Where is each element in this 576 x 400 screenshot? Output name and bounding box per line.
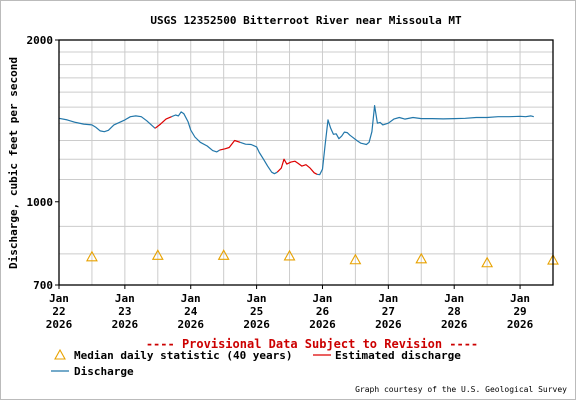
x-tick-label: 2026 [441, 318, 468, 331]
x-tick-label: 29 [513, 305, 526, 318]
legend-estimated-label: Estimated discharge [335, 349, 461, 362]
x-tick-label: 2026 [177, 318, 204, 331]
x-tick-label: 2026 [309, 318, 336, 331]
x-tick-label: Jan [313, 292, 333, 305]
x-tick-label: Jan [510, 292, 530, 305]
x-tick-label: Jan [247, 292, 267, 305]
axis-labels: 70010002000Jan222026Jan232026Jan242026Ja… [27, 34, 554, 331]
x-tick-label: 2026 [243, 318, 270, 331]
credit-text: Graph courtesy of the U.S. Geological Su… [355, 385, 567, 394]
series-layer [58, 104, 534, 176]
x-tick-label: 2026 [375, 318, 402, 331]
median-marker [151, 249, 164, 260]
plot-background [59, 40, 553, 285]
estimated-line [276, 158, 318, 175]
discharge-line [316, 104, 534, 176]
x-tick-label: 27 [382, 305, 395, 318]
x-tick-label: 23 [118, 305, 131, 318]
x-tick-label: 24 [184, 305, 198, 318]
y-tick-label: 2000 [27, 34, 54, 47]
discharge-line [239, 141, 278, 175]
legend: Median daily statistic (40 years) Estimat… [51, 348, 461, 378]
x-tick-label: Jan [444, 292, 464, 305]
legend-median-symbol [54, 348, 66, 360]
discharge-line [171, 111, 220, 153]
x-tick-label: 2026 [507, 318, 534, 331]
provisional-note: ---- Provisional Data Subject to Revisio… [146, 337, 478, 351]
x-tick-label: 26 [316, 305, 330, 318]
legend-median-label: Median daily statistic (40 years) [74, 349, 293, 362]
median-marker [481, 256, 494, 268]
y-tick-label: 700 [33, 279, 53, 292]
estimated-line [219, 139, 241, 151]
legend-discharge-label: Discharge [74, 365, 134, 378]
median-marker [349, 253, 362, 265]
x-tick-label: 25 [250, 305, 263, 318]
y-axis-label: Discharge, cubic feet per second [7, 57, 20, 269]
y-tick-label: 1000 [27, 196, 54, 209]
x-tick-label: Jan [49, 292, 69, 305]
x-tick-label: Jan [181, 292, 201, 305]
x-tick-label: 28 [448, 305, 461, 318]
discharge-line [58, 115, 156, 133]
plot-area [59, 40, 553, 285]
median-marker [85, 250, 98, 262]
chart-title: USGS 12352500 Bitterroot River near Miss… [150, 14, 462, 27]
plot-border [58, 39, 554, 286]
x-tick-label: Jan [378, 292, 398, 305]
x-tick-label: 2026 [112, 318, 139, 331]
x-tick-label: 2026 [46, 318, 73, 331]
median-marker [415, 252, 428, 264]
x-tick-label: 22 [52, 305, 65, 318]
median-marker [217, 249, 230, 260]
estimated-line [154, 116, 172, 129]
x-tick-label: Jan [115, 292, 135, 305]
median-marker [283, 249, 296, 261]
